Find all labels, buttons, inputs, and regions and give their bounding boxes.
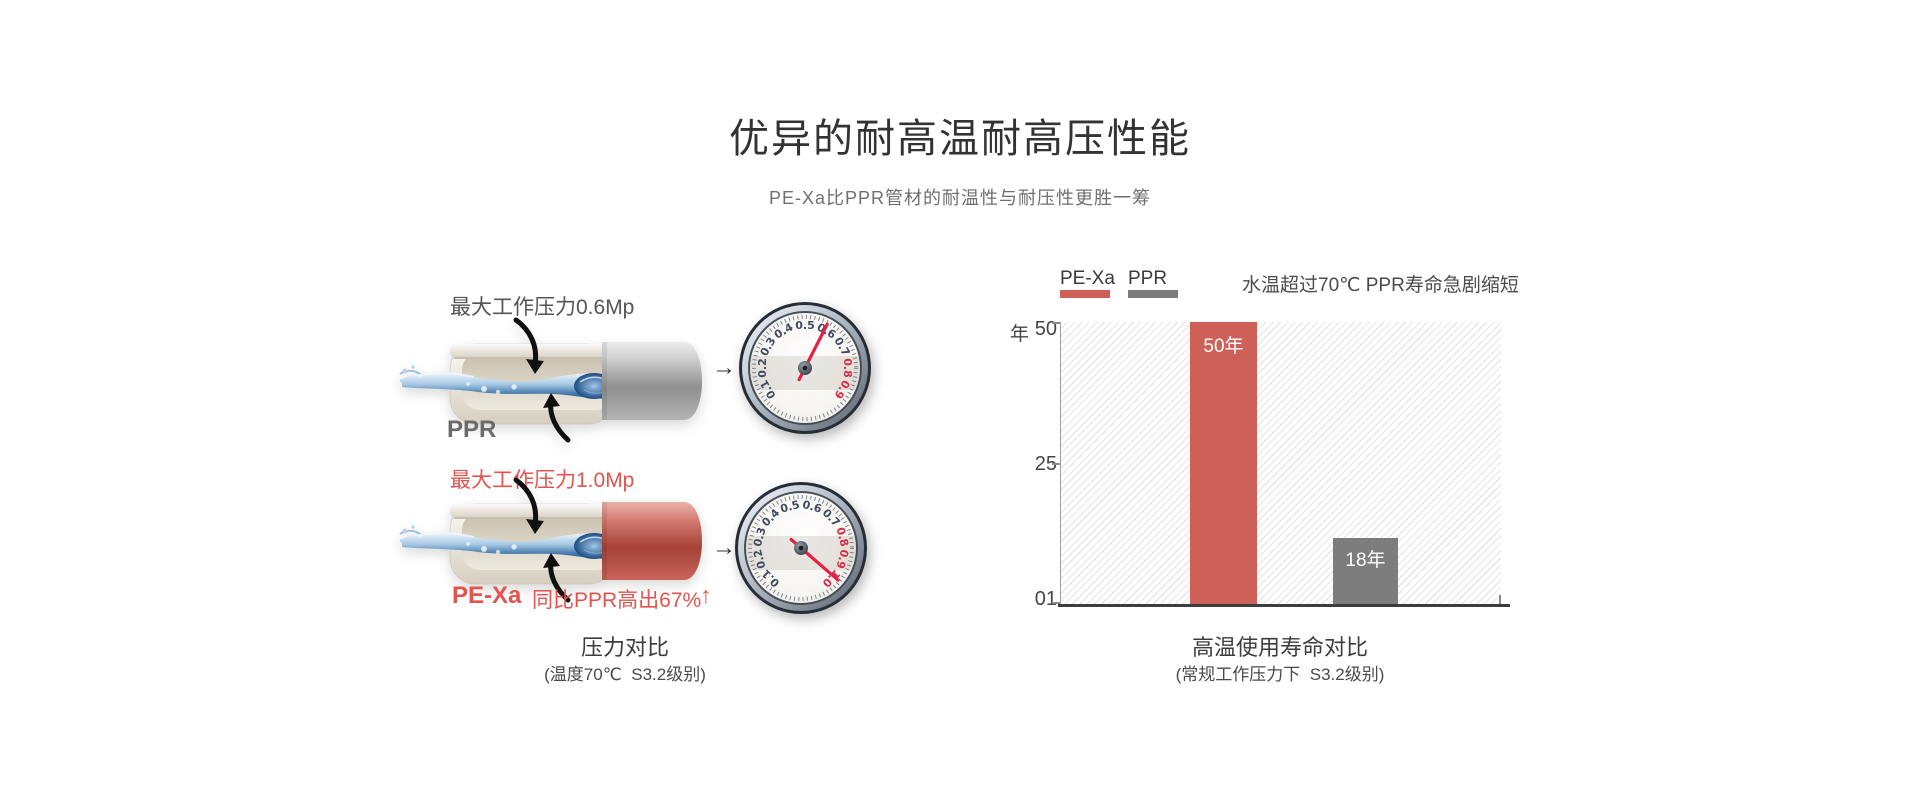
gauge-number: 0.5 xyxy=(795,319,815,332)
chart-annotation: 水温超过70℃ PPR寿命急剧缩短 xyxy=(1242,275,1519,296)
legend-swatch-ppr xyxy=(1128,290,1178,298)
y-tickmark-mid xyxy=(1052,463,1060,465)
gauge-number: 0.3 xyxy=(751,526,769,548)
pexa-pipe-body xyxy=(602,502,702,580)
y-tick-50: 50 xyxy=(1034,318,1057,340)
y-tickmark-top xyxy=(1052,322,1060,324)
chart-plot-area xyxy=(1060,322,1501,604)
ppr-shell-lip xyxy=(450,344,614,359)
gauge-tick-ring xyxy=(752,315,858,421)
ppr-name-label: PPR xyxy=(447,416,497,443)
ppr-pipe-cut-shade xyxy=(602,342,607,420)
up-arrow-icon: ↑ xyxy=(700,582,712,608)
gauge-hub-center xyxy=(802,365,808,371)
bar-pexa: 50年 xyxy=(1190,322,1257,604)
flow-arrow-to-gauge-ppr: → xyxy=(712,354,736,381)
ppr-pipe-illustration xyxy=(399,317,702,443)
pexa-comparison-note: 同比PPR高出67% xyxy=(532,589,702,612)
legend-swatch-pexa xyxy=(1060,290,1110,298)
legend-label-pexa: PE-Xa xyxy=(1060,268,1115,289)
bar-ppr: 18年 xyxy=(1333,538,1398,604)
gauge-hub-center xyxy=(798,545,804,551)
pexa-name-label: PE-Xa xyxy=(452,582,522,609)
pointer-arrows xyxy=(513,477,571,603)
gauge-number: 0.2 xyxy=(751,548,769,570)
bar-label-ppr: 18年 xyxy=(1345,550,1386,571)
ppr-pressure-label: 最大工作压力0.6Mp xyxy=(450,296,635,319)
pointer-arrows xyxy=(513,317,571,443)
gauge-tick-ring xyxy=(748,495,854,601)
pexa-pipe-cut-shade xyxy=(602,502,607,580)
pexa-shell-lip xyxy=(450,504,614,519)
page-subtitle: PE-Xa比PPR管材的耐温性与耐压性更胜一筹 xyxy=(768,188,1152,208)
page-title: 优异的耐高温耐高压性能 xyxy=(729,117,1191,161)
ppr-pipe-body xyxy=(602,342,702,420)
gauge-number: 0.2 xyxy=(756,358,769,378)
pressure-caption: 压力对比 xyxy=(580,635,669,660)
pexa-pressure-label: 最大工作压力1.0Mp xyxy=(450,469,635,492)
pexa-shell-lip-edge xyxy=(454,517,612,519)
x-axis-line xyxy=(1058,604,1510,607)
gauge-number: 0.6 xyxy=(801,498,824,516)
ppr-shell-lip-edge xyxy=(454,357,612,359)
pexa-pipe-illustration xyxy=(399,477,702,603)
gauge-number: 0.5 xyxy=(779,498,801,516)
gauge-number: 0.8 xyxy=(841,358,854,378)
water-flow xyxy=(399,365,630,399)
y-tick-25: 25 xyxy=(1034,453,1057,475)
y-axis-unit: 年 xyxy=(1010,324,1030,345)
x-tickmark-right xyxy=(1499,595,1501,604)
legend-label-ppr: PPR xyxy=(1128,268,1168,289)
bar-label-pexa: 50年 xyxy=(1203,336,1244,357)
pressure-caption-sub: (温度70℃ S3.2级别) xyxy=(544,665,706,684)
flow-arrow-to-gauge-pexa: → xyxy=(712,534,736,561)
gauge-number: 0.9 xyxy=(833,548,851,570)
life-caption-sub: (常规工作压力下 S3.2级别) xyxy=(1175,665,1385,684)
ppr-pressure-gauge: 0.1 0.2 0.3 0.4 0.5 0.6 0.7 0.8 0.9 xyxy=(739,302,871,434)
life-caption: 高温使用寿命对比 xyxy=(1191,635,1368,660)
gauge-number: 0.8 xyxy=(833,526,851,548)
y-tickmark-bottom xyxy=(1052,602,1060,604)
pexa-pressure-gauge: 0.1 0.2 0.3 0.4 0.5 0.6 0.7 0.8 0.9 1.0 xyxy=(735,482,867,614)
y-tick-01: 01 xyxy=(1034,588,1057,610)
